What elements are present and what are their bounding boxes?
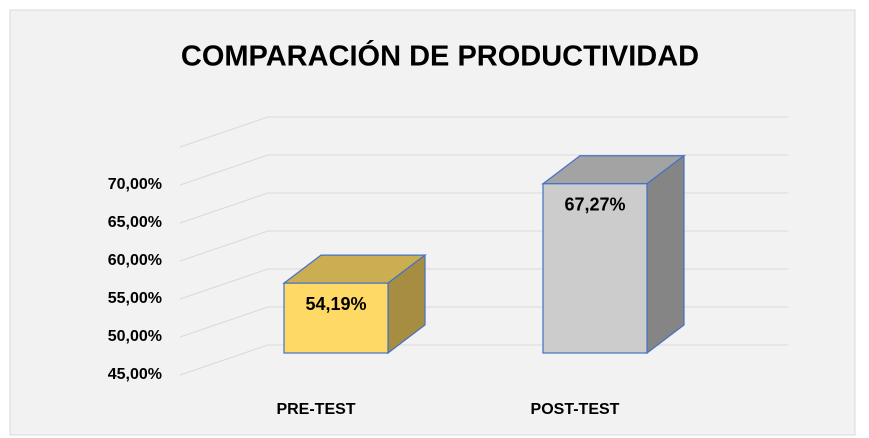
chart-background: [9, 9, 856, 436]
data-label: 54,19%: [305, 294, 366, 314]
x-tick-label: POST-TEST: [531, 401, 620, 418]
chart-title: COMPARACIÓN DE PRODUCTIVIDAD: [181, 39, 699, 73]
y-tick-label: 65,00%: [108, 214, 162, 231]
bar: [283, 282, 389, 354]
y-tick-label: 70,00%: [108, 176, 162, 193]
bar-side: [646, 154, 685, 355]
y-tick-label: 45,00%: [108, 366, 162, 383]
grid-line: [179, 116, 788, 148]
data-label: 67,27%: [564, 194, 625, 214]
x-tick-label: PRE-TEST: [276, 401, 355, 418]
y-tick-label: 55,00%: [108, 290, 162, 307]
bar: [542, 183, 648, 354]
y-tick-label: 50,00%: [108, 328, 162, 345]
grid-line: [179, 154, 788, 186]
y-tick-label: 60,00%: [108, 252, 162, 269]
